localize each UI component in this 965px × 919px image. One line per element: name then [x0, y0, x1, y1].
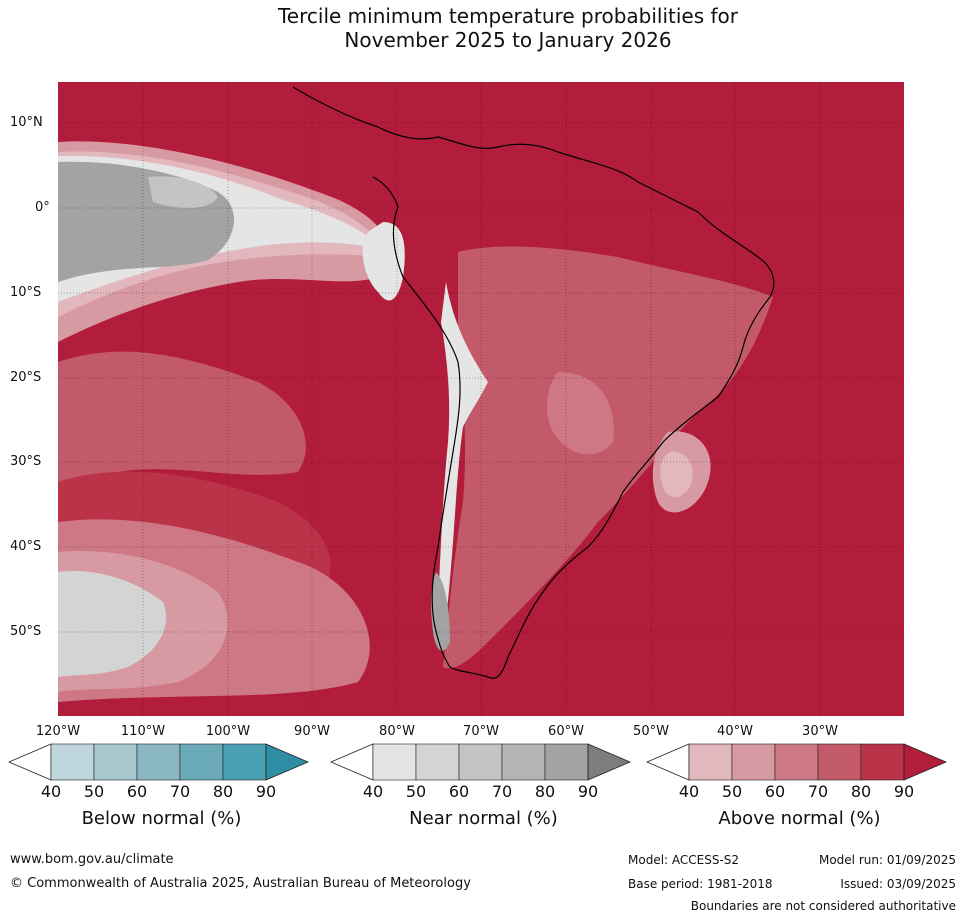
colorbar-segment — [458, 743, 503, 781]
lon-label-90w: 90°W — [294, 724, 330, 739]
lon-label-100w: 100°W — [205, 724, 251, 739]
lon-label-40w: 40°W — [717, 724, 753, 739]
andes-near-ridge — [438, 282, 488, 652]
colorbar-tick-label: 70 — [169, 782, 191, 801]
copyright-text: © Commonwealth of Australia 2025, Austra… — [10, 876, 471, 891]
colorbar-segment — [136, 743, 181, 781]
lon-label-110w: 110°W — [120, 724, 166, 739]
colorbar-tick-label: 70 — [807, 782, 829, 801]
colorbar-extend-high — [587, 743, 632, 781]
continent-above-60-patch — [546, 372, 614, 455]
lat-label-30s: 30°S — [10, 454, 42, 469]
colorbar-extend-high — [903, 743, 948, 781]
colorbar-extend-low — [330, 743, 374, 781]
title-line-2: November 2025 to January 2026 — [344, 28, 672, 52]
lat-label-10n: 10°N — [10, 115, 43, 130]
colorbar-title: Near normal (%) — [409, 808, 558, 829]
colorbar-tick-label: 40 — [40, 782, 62, 801]
colorbar-segment — [731, 743, 776, 781]
colorbar-tick-label: 80 — [212, 782, 234, 801]
lon-label-80w: 80°W — [379, 724, 415, 739]
colorbar-segment — [817, 743, 862, 781]
pacific-above-70-band — [58, 351, 306, 487]
lat-label-40s: 40°S — [10, 539, 42, 554]
chart-title: Tercile minimum temperature probabilitie… — [0, 4, 965, 52]
colorbar-segment — [50, 743, 95, 781]
colorbar-tick-label: 90 — [577, 782, 599, 801]
lat-label-50s: 50°S — [10, 624, 42, 639]
colorbar-segment — [415, 743, 460, 781]
colorbar-tick-label: 90 — [893, 782, 915, 801]
model-run-text: Model run: 01/09/2025 — [818, 853, 956, 867]
colorbar-extend-high — [265, 743, 310, 781]
southern-pacific-near-region — [58, 571, 167, 677]
colorbar-tick-label: 80 — [534, 782, 556, 801]
lon-label-120w: 120°W — [35, 724, 81, 739]
lat-label-0: 0° — [35, 200, 50, 215]
south-america-coastline — [292, 86, 775, 679]
colorbar-tick-label: 70 — [491, 782, 513, 801]
title-line-1: Tercile minimum temperature probabilitie… — [277, 4, 739, 28]
model-text: Model: ACCESS-S2 — [628, 853, 740, 867]
colorbar-extend-low — [8, 743, 52, 781]
atlantic-above-40-patch — [660, 451, 693, 498]
colorbar-below-normal — [8, 743, 310, 781]
colorbar-segment — [501, 743, 546, 781]
probability-map — [58, 82, 904, 716]
colorbar-above-normal — [646, 743, 948, 781]
colorbar-tick-label: 60 — [448, 782, 470, 801]
base-period-text: Base period: 1981-2018 — [628, 877, 773, 891]
lat-label-10s: 10°S — [10, 285, 42, 300]
colorbar-tick-label: 40 — [362, 782, 384, 801]
continent-above-70 — [443, 246, 773, 669]
colorbar-tick-label: 60 — [126, 782, 148, 801]
lon-label-50w: 50°W — [633, 724, 669, 739]
colorbar-tick-label: 50 — [83, 782, 105, 801]
pacific-near-60-patch — [148, 176, 218, 209]
colorbar-segment — [372, 743, 417, 781]
website-link[interactable]: www.bom.gov.au/climate — [10, 852, 174, 867]
lon-label-70w: 70°W — [463, 724, 499, 739]
colorbar-extend-low — [646, 743, 690, 781]
graticule — [58, 82, 904, 716]
colorbar-title: Above normal (%) — [718, 808, 881, 829]
lat-label-20s: 20°S — [10, 370, 42, 385]
colorbar-segment — [688, 743, 733, 781]
colorbar-segment — [860, 743, 905, 781]
colorbar-segment — [544, 743, 589, 781]
colorbar-near-normal — [330, 743, 632, 781]
colorbar-tick-label: 60 — [764, 782, 786, 801]
colorbar-tick-label: 90 — [255, 782, 277, 801]
colorbar-tick-label: 40 — [678, 782, 700, 801]
colorbar-segment — [222, 743, 267, 781]
colorbar-tick-label: 50 — [405, 782, 427, 801]
boundaries-note: Boundaries are not considered authoritat… — [690, 899, 956, 913]
colorbar-segment — [93, 743, 138, 781]
lon-label-60w: 60°W — [548, 724, 584, 739]
lon-label-30w: 30°W — [802, 724, 838, 739]
colorbar-segment — [774, 743, 819, 781]
colorbar-title: Below normal (%) — [81, 808, 242, 829]
colorbar-segment — [179, 743, 224, 781]
issued-text: Issued: 03/09/2025 — [840, 877, 956, 891]
colorbar-tick-label: 80 — [850, 782, 872, 801]
colorbar-tick-label: 50 — [721, 782, 743, 801]
